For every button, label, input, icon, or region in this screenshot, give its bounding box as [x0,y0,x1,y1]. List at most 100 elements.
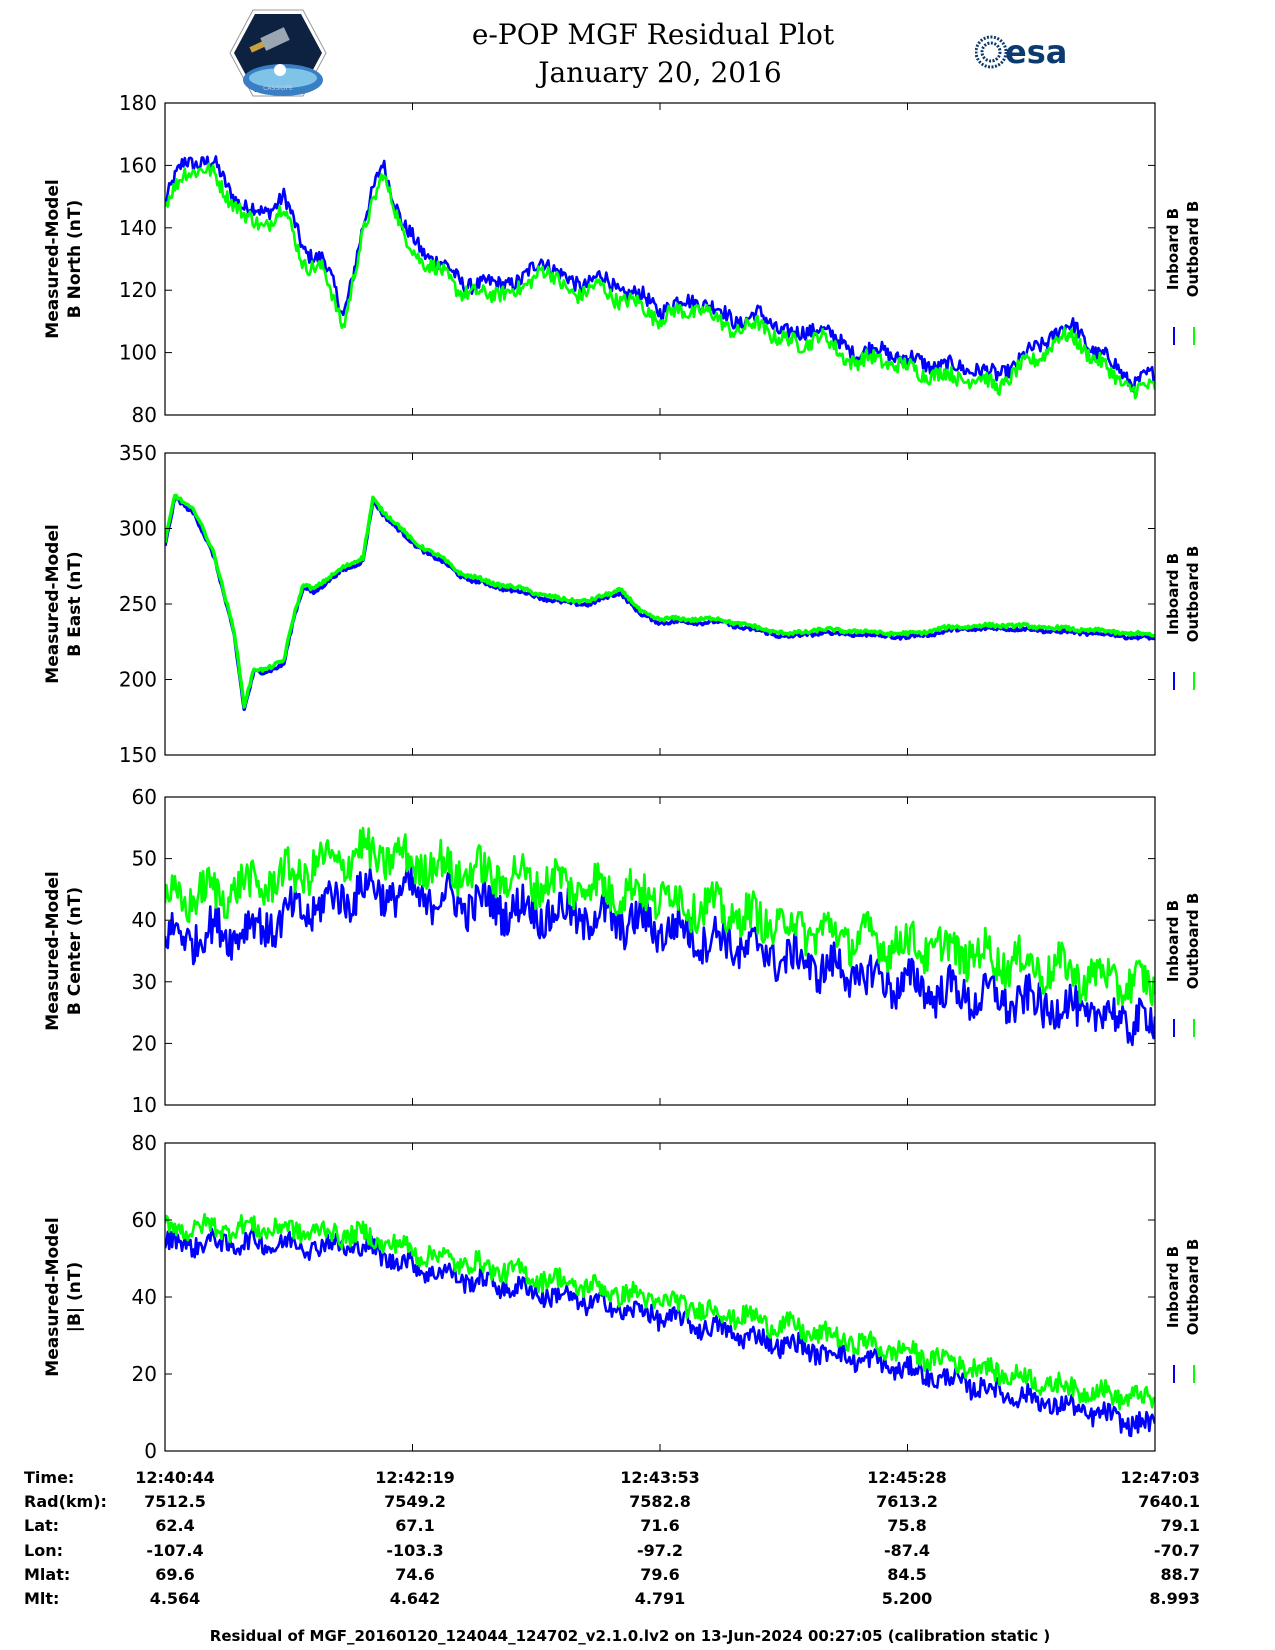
y-tick-label: 60 [132,785,157,809]
series-group [165,1212,1155,1438]
series-line-inboard-b [165,865,1155,1047]
legend-label-outboard: Outboard B [1184,546,1202,643]
orbit-table-cell: 84.5 [887,1565,926,1584]
series-line-inboard-b [165,1226,1155,1438]
orbit-table-cell: 74.6 [395,1565,434,1584]
orbit-table-cell: 7582.8 [629,1492,691,1511]
legend-label-outboard: Outboard B [1184,201,1202,298]
orbit-table-cell: 79.6 [640,1565,679,1584]
y-tick-label: 80 [132,1131,157,1155]
y-tick-label: 20 [132,1031,157,1055]
y-tick-label: 120 [119,278,157,302]
orbit-table-cell: 71.6 [640,1516,679,1535]
legend-label-outboard: Outboard B [1184,1239,1202,1336]
orbit-table-cell: 12:47:03 [1120,1468,1200,1487]
y-tick-label: 350 [119,441,157,465]
orbit-table-cell: 12:43:53 [620,1468,700,1487]
y-axis-label: Measured-Model [43,871,63,1030]
y-tick-label: 60 [132,1208,157,1232]
y-tick-label: 80 [132,403,157,427]
y-axis-label: |B| (nT) [65,1262,85,1333]
orbit-table-cell: -97.2 [637,1541,683,1560]
orbit-table-cell: 4.791 [635,1589,686,1608]
orbit-table-cell: 75.8 [887,1516,926,1535]
legend-label-inboard: Inboard B [1164,553,1182,635]
chart-panel-3: 10 20 30 40 50 60 Measured-Model B Center (nT) I… [43,785,1202,1117]
orbit-table-cell: 8.993 [1149,1589,1200,1608]
orbit-table-cell: 12:45:28 [867,1468,947,1487]
y-axis-label: B North (nT) [65,200,85,319]
y-tick-label: 40 [132,908,157,932]
legend-label-inboard: Inboard B [1164,1246,1182,1328]
chart-title-line2: January 20, 2016 [535,56,781,89]
series-group [165,493,1155,712]
orbit-row-label: Lat: [24,1516,59,1535]
y-axis-label: Measured-Model [43,1217,63,1376]
orbit-table-cell: 7613.2 [876,1492,938,1511]
chart-panel-4: 0 20 40 60 80 Measured-Model |B| (nT) Inboard B… [43,1131,1202,1463]
orbit-table-cell: -107.4 [146,1541,203,1560]
series-group [165,155,1155,400]
legend-label-outboard: Outboard B [1184,893,1202,990]
y-tick-label: 180 [119,91,157,115]
y-axis-label: B East (nT) [65,551,85,656]
orbit-table-cell: 69.6 [155,1565,194,1584]
footer-caption: Residual of MGF_20160120_124044_124702_v… [210,1627,1050,1645]
y-tick-label: 20 [132,1362,157,1386]
orbit-row-label: Lon: [24,1541,63,1560]
plot-frame [164,452,1156,756]
orbit-table-cell: 5.200 [882,1589,933,1608]
legend-label-inboard: Inboard B [1164,900,1182,982]
series-line-inboard-b [165,494,1155,712]
orbit-table-cell: 88.7 [1161,1565,1200,1584]
series-line-inboard-b [165,155,1155,393]
orbit-row-label: Mlat: [24,1565,70,1584]
esa-logo-text: esa [1005,33,1067,71]
orbit-info-table: Time: Rad(km): Lat: Lon: Mlat: Mlt: 12:40:44 75… [24,1468,1200,1608]
y-tick-label: 0 [144,1439,157,1463]
y-tick-label: 50 [132,847,157,871]
y-tick-label: 200 [119,668,157,692]
series-group [165,826,1155,1047]
cassiope-logo: CASSIOPE [229,9,327,97]
y-tick-label: 150 [119,743,157,767]
orbit-row-label: Rad(km): [24,1492,107,1511]
orbit-table-cell: 79.1 [1161,1516,1200,1535]
chart-title-line1: e-POP MGF Residual Plot [472,18,835,51]
chart-panel-2: 150 200 250 300 350 Measured-Model B East (nT)… [43,441,1202,767]
y-tick-label: 160 [119,153,157,177]
orbit-table-cell: 4.642 [390,1589,441,1608]
series-line-outboard-b [165,1212,1155,1411]
chart-panel-1: 80 100 120 140 160 180 Measured-Model B North (… [43,91,1202,427]
legend-label-inboard: Inboard B [1164,208,1182,290]
series-line-outboard-b [165,162,1155,400]
series-line-outboard-b [165,493,1155,709]
plot-frame [164,1142,1156,1452]
esa-logo: esa [975,33,1067,71]
cassiope-logo-text: CASSIOPE [263,85,293,92]
orbit-table-cell: 7512.5 [144,1492,206,1511]
series-line-outboard-b [165,826,1155,1007]
orbit-row-label: Mlt: [24,1589,59,1608]
orbit-table-cell: 62.4 [155,1516,194,1535]
y-tick-label: 10 [132,1093,157,1117]
y-tick-label: 300 [119,517,157,541]
y-tick-label: 250 [119,592,157,616]
orbit-table-cell: 7549.2 [384,1492,446,1511]
orbit-row-label: Time: [24,1468,74,1487]
orbit-table-cell: 67.1 [395,1516,434,1535]
orbit-table-cell: 4.564 [150,1589,201,1608]
y-axis-label: Measured-Model [43,524,63,683]
orbit-table-cell: -103.3 [386,1541,443,1560]
y-tick-label: 140 [119,216,157,240]
plot-frame [164,796,1156,1106]
orbit-table-cell: -70.7 [1154,1541,1200,1560]
orbit-table-cell: 12:42:19 [375,1468,455,1487]
orbit-table-cell: -87.4 [884,1541,930,1560]
orbit-table-cell: 12:40:44 [135,1468,215,1487]
y-tick-label: 100 [119,341,157,365]
y-axis-label: Measured-Model [43,179,63,338]
y-tick-label: 30 [132,970,157,994]
